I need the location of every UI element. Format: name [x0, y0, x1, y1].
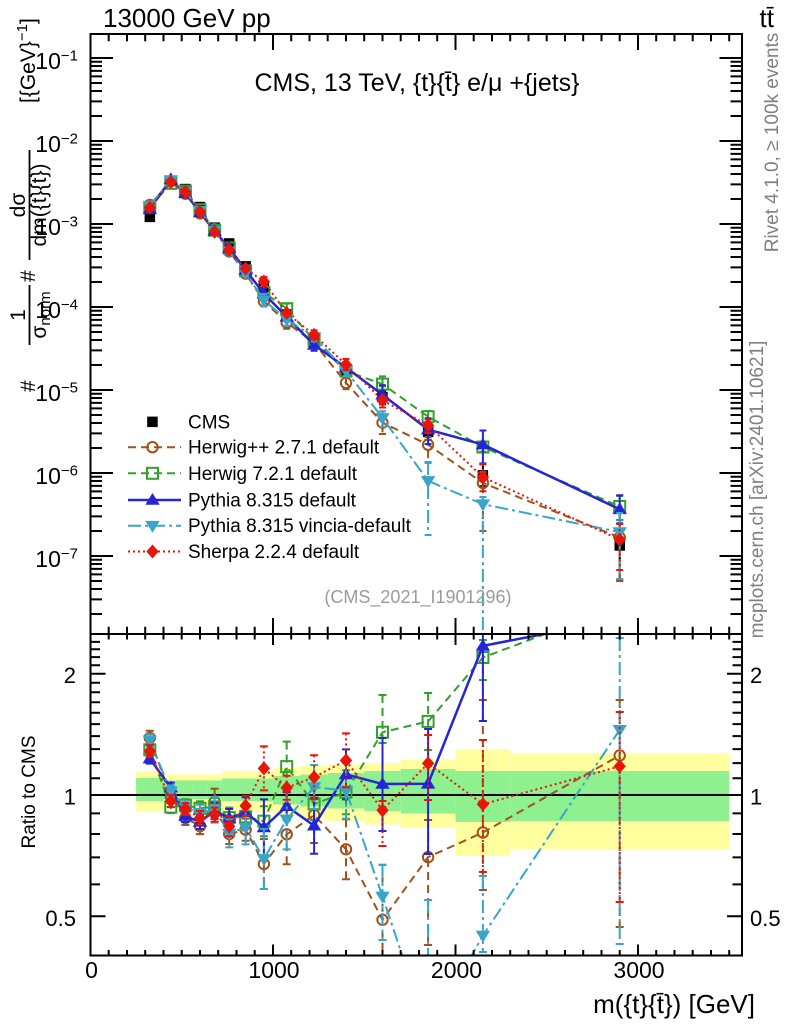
svg-text:Pythia 8.315 default: Pythia 8.315 default [188, 491, 357, 512]
svg-text:Rivet 4.1.0, ≥ 100k events: Rivet 4.1.0, ≥ 100k events [762, 33, 783, 253]
svg-text:m({t}{t̄}) [GeV]: m({t}{t̄}) [GeV] [593, 989, 755, 1019]
svg-text:3000: 3000 [613, 957, 664, 983]
svg-text:10−2: 10−2 [35, 131, 78, 158]
svg-text:10−5: 10−5 [35, 380, 78, 407]
svg-text:tt̄: tt̄ [760, 3, 775, 33]
svg-text:mcplots.cern.ch [arXiv:2401.10: mcplots.cern.ch [arXiv:2401.10621] [747, 341, 768, 639]
svg-text:10−6: 10−6 [35, 463, 78, 490]
svg-text:Herwig 7.2.1 default: Herwig 7.2.1 default [188, 464, 358, 485]
svg-text:CMS: CMS [188, 412, 230, 433]
svg-text:2: 2 [64, 663, 76, 688]
svg-text:CMS, 13 TeV, {t}{t̄} e/μ +{jet: CMS, 13 TeV, {t}{t̄} e/μ +{jets} [254, 69, 579, 97]
svg-text:Ratio to CMS: Ratio to CMS [19, 736, 40, 849]
svg-text:2000: 2000 [431, 957, 482, 983]
svg-text:1: 1 [64, 785, 76, 810]
svg-text:Pythia 8.315 vincia-default: Pythia 8.315 vincia-default [188, 516, 412, 537]
svg-text:1: 1 [7, 309, 30, 321]
svg-text:0.5: 0.5 [45, 906, 76, 931]
svg-text:13000 GeV pp: 13000 GeV pp [103, 3, 271, 33]
svg-text:1: 1 [750, 785, 762, 810]
svg-text:2: 2 [750, 663, 762, 688]
svg-text:0.5: 0.5 [750, 906, 781, 931]
svg-text:(CMS_2021_I1901296): (CMS_2021_I1901296) [324, 587, 511, 608]
svg-text:Sherpa 2.2.4 default: Sherpa 2.2.4 default [188, 542, 360, 563]
svg-text:σnorm: σnorm [28, 291, 54, 338]
svg-text:dσ: dσ [7, 193, 30, 218]
svg-text:Herwig++ 2.7.1 default: Herwig++ 2.7.1 default [188, 438, 380, 459]
svg-text:#: # [17, 380, 40, 392]
svg-text:0: 0 [85, 957, 98, 983]
svg-text:1000: 1000 [248, 957, 299, 983]
svg-text:dm({t}{t̄}): dm({t}{t̄}) [28, 164, 51, 247]
svg-text:#: # [17, 270, 40, 282]
